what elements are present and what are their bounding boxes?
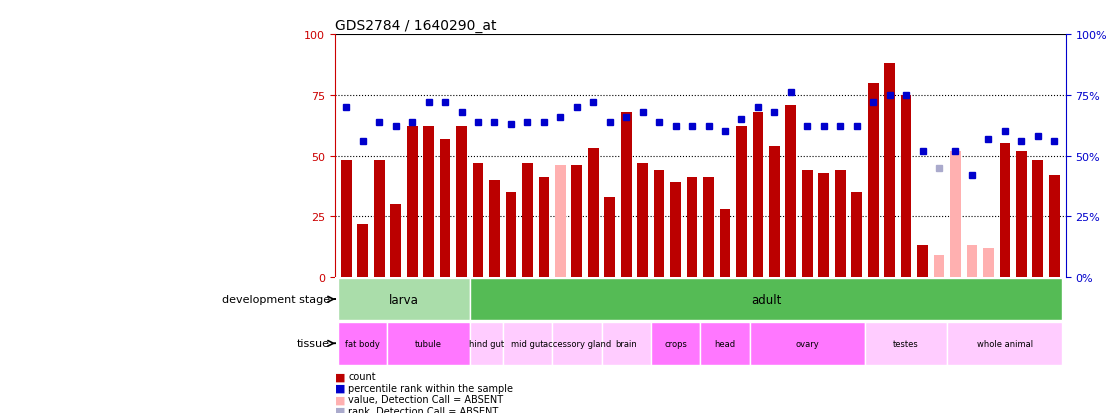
Bar [966, 246, 978, 278]
Bar [470, 278, 1062, 320]
Bar [802, 171, 812, 278]
Bar [470, 322, 502, 365]
Text: ovary: ovary [796, 339, 819, 348]
Text: brain: brain [615, 339, 637, 348]
Text: count: count [348, 371, 376, 381]
Text: mid gut: mid gut [511, 339, 543, 348]
Bar [983, 248, 993, 278]
Bar [671, 183, 681, 278]
Bar [506, 192, 517, 278]
Text: adult: adult [751, 293, 781, 306]
Bar [818, 173, 829, 278]
Bar [884, 64, 895, 278]
Text: tissue: tissue [297, 339, 330, 349]
Bar [539, 178, 549, 278]
Bar [651, 322, 701, 365]
Bar [720, 209, 730, 278]
Text: ■: ■ [335, 383, 345, 393]
Bar [522, 164, 532, 278]
Bar [440, 139, 451, 278]
Bar [786, 105, 796, 278]
Bar [456, 127, 466, 278]
Bar [555, 166, 566, 278]
Bar [750, 322, 865, 365]
Bar [901, 96, 912, 278]
Bar [423, 127, 434, 278]
Text: ■: ■ [335, 371, 345, 381]
Bar [602, 322, 651, 365]
Bar [338, 322, 387, 365]
Bar [835, 171, 846, 278]
Bar [947, 322, 1062, 365]
Bar [571, 166, 583, 278]
Text: accessory gland: accessory gland [542, 339, 610, 348]
Bar [374, 161, 385, 278]
Text: fat body: fat body [345, 339, 381, 348]
Bar [387, 322, 470, 365]
Bar [357, 224, 368, 278]
Text: GDS2784 / 1640290_at: GDS2784 / 1640290_at [335, 19, 497, 33]
Bar [752, 113, 763, 278]
Bar [1032, 161, 1043, 278]
Bar [852, 192, 862, 278]
Bar [703, 178, 714, 278]
Text: testes: testes [893, 339, 918, 348]
Bar [654, 171, 664, 278]
Text: crops: crops [664, 339, 687, 348]
Text: whole animal: whole animal [976, 339, 1033, 348]
Text: hind gut: hind gut [469, 339, 503, 348]
Bar [1049, 176, 1059, 278]
Text: ■: ■ [335, 406, 345, 413]
Bar [737, 127, 747, 278]
Bar [341, 161, 352, 278]
Bar [637, 164, 648, 278]
Bar [407, 127, 417, 278]
Bar [950, 152, 961, 278]
Bar [865, 322, 947, 365]
Bar [552, 322, 602, 365]
Bar [1016, 152, 1027, 278]
Text: percentile rank within the sample: percentile rank within the sample [348, 383, 513, 393]
Bar [605, 197, 615, 278]
Bar [934, 256, 944, 278]
Bar [917, 246, 927, 278]
Bar [338, 278, 470, 320]
Bar [868, 83, 878, 278]
Bar [769, 147, 780, 278]
Bar [502, 322, 552, 365]
Text: value, Detection Call = ABSENT: value, Detection Call = ABSENT [348, 394, 503, 404]
Text: development stage: development stage [222, 294, 330, 304]
Text: rank, Detection Call = ABSENT: rank, Detection Call = ABSENT [348, 406, 499, 413]
Bar [701, 322, 750, 365]
Text: ■: ■ [335, 394, 345, 404]
Text: larva: larva [389, 293, 418, 306]
Text: tubule: tubule [415, 339, 442, 348]
Bar [620, 113, 632, 278]
Text: head: head [714, 339, 735, 348]
Bar [489, 180, 500, 278]
Bar [473, 164, 483, 278]
Bar [1000, 144, 1010, 278]
Bar [588, 149, 598, 278]
Bar [686, 178, 698, 278]
Bar [391, 205, 401, 278]
